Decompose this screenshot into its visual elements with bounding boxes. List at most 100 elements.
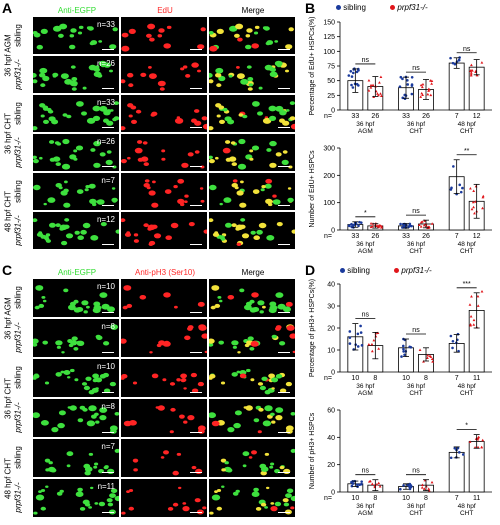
data-point — [421, 483, 424, 486]
y-tick-label: 10 — [327, 348, 335, 355]
y-tick-label: 100 — [323, 49, 335, 56]
category-label: 36 hpf — [407, 503, 425, 510]
a-col-edu: EdU — [157, 6, 173, 15]
row-label: sibling — [13, 446, 23, 469]
significance-label: * — [465, 423, 468, 430]
y-tick-label: 40 — [327, 435, 335, 442]
c-image-r1-c2 — [209, 319, 295, 357]
y-tick-label: 200 — [323, 173, 335, 180]
legend-d: sibling prpf31-/- — [340, 266, 432, 275]
data-point — [449, 456, 453, 460]
c-image-r0-c1 — [121, 279, 207, 317]
data-point — [375, 482, 379, 486]
c-image-r3-c2 — [209, 399, 295, 437]
scale-bar — [190, 205, 202, 206]
data-point — [378, 485, 382, 488]
data-point — [449, 188, 453, 191]
data-point — [371, 83, 375, 87]
n-label: 8 — [424, 495, 428, 502]
scale-bar — [278, 512, 290, 513]
n-label: 8 — [424, 375, 428, 382]
category-label: CHT — [409, 248, 422, 255]
c-image-r3-c0: n=8 — [33, 399, 119, 437]
data-point — [398, 85, 402, 88]
data-point — [458, 183, 462, 187]
data-point — [469, 323, 472, 326]
category-label: AGM — [358, 248, 373, 255]
data-point — [408, 222, 412, 226]
data-point — [481, 438, 485, 442]
data-point — [429, 355, 433, 358]
data-point — [453, 62, 457, 66]
data-point — [352, 223, 356, 227]
data-point — [403, 93, 407, 97]
c-image-r0-c2 — [209, 279, 295, 317]
c-image-r4-c0: n=7 — [33, 439, 119, 477]
data-point — [473, 211, 476, 215]
data-point — [429, 93, 433, 97]
data-point — [469, 69, 472, 72]
scale-bar — [102, 49, 114, 50]
data-point — [459, 190, 463, 194]
data-point — [406, 83, 410, 86]
c-image-r2-c0: n=10 — [33, 359, 119, 397]
data-point — [360, 221, 363, 224]
data-point — [356, 345, 360, 348]
legend-sibling-marker — [336, 5, 341, 11]
data-point — [372, 338, 376, 342]
data-point — [453, 446, 457, 450]
legend-sibling-label: sibling — [343, 3, 366, 13]
category-label: 48 hpf — [458, 503, 476, 510]
data-point — [367, 79, 371, 82]
category-label: AGM — [358, 128, 373, 135]
scale-bar — [102, 432, 114, 433]
data-point — [469, 186, 472, 190]
row-label: prpf31-/- — [13, 402, 23, 433]
data-point — [350, 222, 353, 226]
data-point — [471, 200, 475, 204]
data-point — [476, 445, 480, 449]
row-label: prpf31-/- — [13, 322, 23, 353]
data-point — [473, 445, 477, 449]
y-tick-label: 0 — [331, 370, 335, 377]
data-point — [430, 222, 434, 225]
y-tick-label: 300 — [323, 146, 335, 153]
data-point — [423, 219, 427, 222]
c-image-r2-c1 — [121, 359, 207, 397]
row-label: sibling — [13, 366, 23, 389]
data-point — [351, 71, 355, 75]
scale-bar — [190, 432, 202, 433]
data-point — [402, 350, 405, 353]
data-point — [430, 79, 434, 83]
scale-bar — [190, 127, 202, 128]
a-col-egfp: Anti-EGFP — [57, 6, 97, 15]
c-image-r2-c2 — [209, 359, 295, 397]
category-label: 36 hpf — [356, 241, 374, 248]
scale-bar — [190, 166, 202, 167]
legend-mutant-marker — [390, 5, 396, 11]
data-point — [449, 56, 452, 60]
a-image-r5-c2 — [209, 212, 295, 249]
panel-b-label: B — [305, 0, 316, 16]
data-point — [469, 71, 473, 74]
data-point — [377, 481, 381, 485]
c-image-r5-c0: n=11 — [33, 479, 119, 517]
y-tick-label: 20 — [327, 462, 335, 469]
data-point — [452, 165, 455, 168]
data-point — [451, 346, 454, 350]
data-point — [420, 85, 424, 89]
data-point — [379, 226, 383, 229]
a-image-r5-c0: n=12 — [33, 212, 119, 249]
c-image-r4-c2 — [209, 439, 295, 477]
significance-label: ns — [412, 65, 420, 72]
data-point — [367, 342, 371, 346]
sample-size-label: n=7 — [101, 442, 115, 451]
category-label: CHT — [460, 390, 473, 397]
significance-label: ns — [412, 208, 420, 215]
row-label: prpf31-/- — [13, 58, 23, 90]
n-label: 7 — [455, 233, 459, 240]
scale-bar — [278, 472, 290, 473]
data-point — [408, 345, 412, 349]
data-point — [348, 330, 352, 333]
scale-bar — [278, 392, 290, 393]
